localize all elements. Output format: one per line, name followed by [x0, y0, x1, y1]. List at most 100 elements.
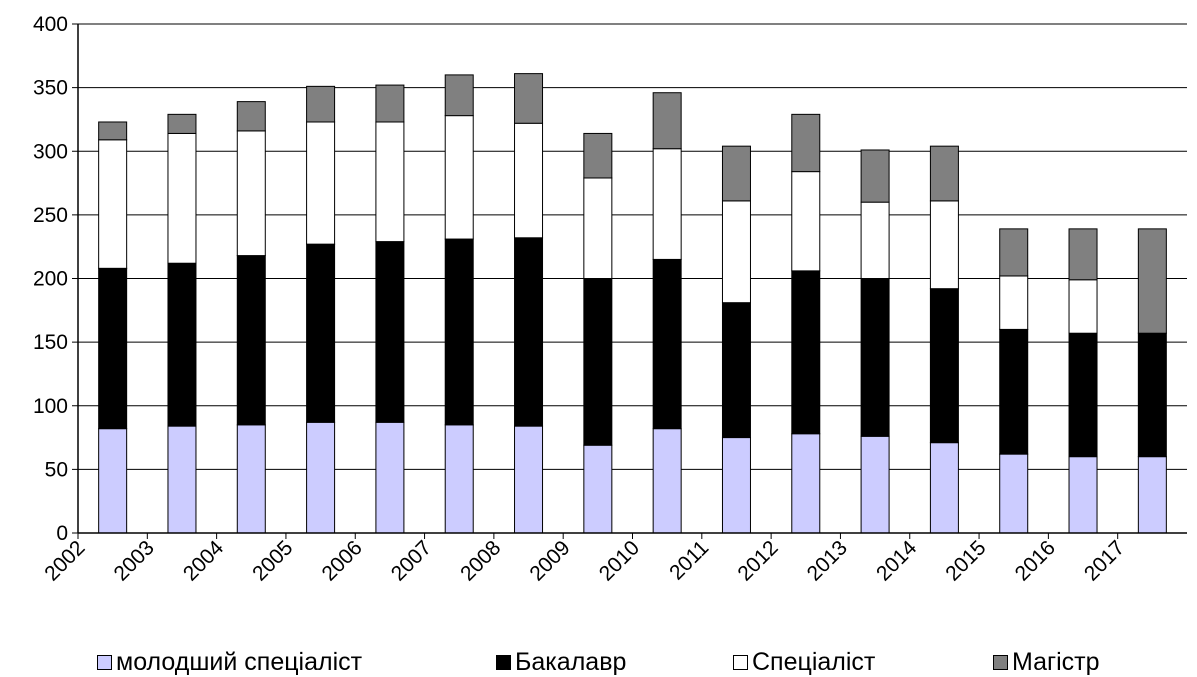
legend-item-0: молодший спеціаліст [97, 648, 362, 677]
bar-segment-2016-s1 [1068, 332, 1098, 458]
bar-segment-2006-s2 [375, 121, 405, 243]
x-tick-label: 2017 [1080, 536, 1129, 585]
bar-segment-2005-s0 [306, 421, 336, 534]
x-tick-label: 2014 [872, 536, 922, 586]
bar-segment-2012-s0 [791, 433, 821, 534]
x-tick-label: 2006 [317, 536, 366, 585]
stacked-bar-chart: 0 50 100 150 200 250 300 350 400 2002 2003 2004 200… [33, 13, 1187, 586]
bar-segment-2013-s2 [860, 201, 890, 279]
bar-segment-2004-s3 [236, 101, 266, 132]
x-tick-label: 2011 [665, 536, 713, 584]
legend-item-2: Спеціаліст [733, 648, 875, 677]
bar-segment-2006-s1 [375, 241, 405, 423]
bar-segment-2008-s1 [514, 237, 544, 427]
bar-segment-2011-s3 [721, 145, 751, 202]
bar-segment-2012-s3 [791, 113, 821, 173]
legend-label-0: молодший спеціаліст [116, 648, 363, 676]
x-tick-label: 2002 [40, 536, 89, 585]
y-tick-label: 200 [33, 268, 68, 291]
bar-segment-2007-s0 [444, 424, 474, 534]
bar-segment-2002-s0 [98, 428, 128, 534]
bar-segment-2004-s0 [236, 424, 266, 534]
legend-swatch-1 [496, 655, 511, 670]
y-tick-label: 400 [33, 13, 68, 36]
y-tick-labels: 0 50 100 150 200 250 300 350 400 [33, 13, 78, 545]
legend-item-3: Магістр [993, 648, 1100, 677]
y-tick-label: 0 [56, 522, 68, 545]
bar-segment-2003-s0 [167, 425, 197, 534]
bar-segment-2003-s1 [167, 262, 197, 427]
bar-segment-2016-s0 [1068, 456, 1098, 534]
y-tick-label: 150 [33, 331, 68, 354]
bar-segment-2009-s3 [583, 132, 613, 179]
bar-segment-2013-s0 [860, 435, 890, 534]
bar-segment-2005-s3 [306, 85, 336, 123]
bars [98, 73, 1167, 534]
bar-segment-2013-s1 [860, 278, 890, 437]
bar-segment-2011-s0 [721, 437, 751, 534]
bar-segment-2002-s2 [98, 139, 128, 269]
bar-segment-2012-s2 [791, 171, 821, 272]
x-tick-label: 2012 [733, 536, 782, 585]
bar-segment-2007-s3 [444, 74, 474, 117]
legend-item-1: Бакалавр [496, 648, 626, 677]
bar-segment-2010-s1 [652, 258, 682, 430]
bar-segment-2003-s2 [167, 132, 197, 264]
legend-swatch-3 [993, 655, 1008, 670]
y-tick-label: 300 [33, 140, 68, 163]
x-tick-label: 2010 [595, 536, 644, 585]
y-tick-label: 350 [33, 77, 68, 100]
bar-segment-2016-s2 [1068, 279, 1098, 334]
bar-segment-2017-s0 [1137, 456, 1167, 534]
bar-segment-2010-s2 [652, 148, 682, 260]
bar-segment-2014-s3 [929, 145, 959, 202]
x-tick-label: 2009 [525, 536, 574, 585]
legend-swatch-2 [733, 655, 748, 670]
bar-segment-2011-s2 [721, 200, 751, 304]
bar-segment-2015-s3 [999, 228, 1029, 277]
x-tick-label: 2003 [110, 536, 159, 585]
bar-segment-2007-s2 [444, 115, 474, 240]
bar-segment-2015-s0 [999, 453, 1029, 534]
y-tick-label: 50 [45, 458, 68, 481]
bar-segment-2005-s2 [306, 121, 336, 245]
bar-segment-2005-s1 [306, 243, 336, 423]
legend-swatch-0 [97, 655, 112, 670]
bar-segment-2014-s0 [929, 442, 959, 534]
bar-segment-2010-s3 [652, 92, 682, 150]
bar-segment-2011-s1 [721, 302, 751, 439]
bar-segment-2008-s3 [514, 73, 544, 124]
legend-label-2: Спеціаліст [752, 648, 876, 676]
x-tick-label: 2007 [387, 536, 436, 585]
bar-segment-2006-s0 [375, 421, 405, 534]
bar-segment-2008-s2 [514, 122, 544, 239]
bar-segment-2017-s3 [1137, 228, 1167, 334]
x-tick-label: 2004 [179, 536, 229, 586]
legend-label-1: Бакалавр [515, 648, 627, 676]
bar-segment-2004-s1 [236, 255, 266, 426]
bar-segment-2015-s1 [999, 328, 1029, 455]
bar-segment-2015-s2 [999, 275, 1029, 330]
legend: молодший спеціаліст Бакалавр Спеціаліст … [0, 648, 1197, 677]
bar-segment-2002-s3 [98, 121, 128, 141]
bar-segment-2007-s1 [444, 238, 474, 426]
bar-segment-2013-s3 [860, 149, 890, 203]
legend-label-3: Магістр [1012, 648, 1100, 676]
bar-segment-2014-s2 [929, 200, 959, 290]
bar-segment-2009-s1 [583, 278, 613, 446]
bar-segment-2004-s2 [236, 130, 266, 257]
y-tick-label: 100 [33, 395, 68, 418]
bar-segment-2003-s3 [167, 113, 197, 134]
bar-segment-2008-s0 [514, 425, 544, 534]
x-tick-label: 2008 [456, 536, 505, 585]
y-tick-label: 250 [33, 204, 68, 227]
bar-segment-2002-s1 [98, 267, 128, 430]
x-tick-labels: 2002 2003 2004 2005 2006 2007 2008 2009 2010 2011… [40, 533, 1129, 586]
x-tick-label: 2015 [941, 536, 990, 585]
bar-segment-2012-s1 [791, 270, 821, 435]
bar-segment-2006-s3 [375, 84, 405, 123]
bar-segment-2017-s1 [1137, 332, 1167, 458]
bar-segment-2010-s0 [652, 428, 682, 534]
bar-segment-2009-s0 [583, 444, 613, 534]
bar-segment-2014-s1 [929, 288, 959, 444]
